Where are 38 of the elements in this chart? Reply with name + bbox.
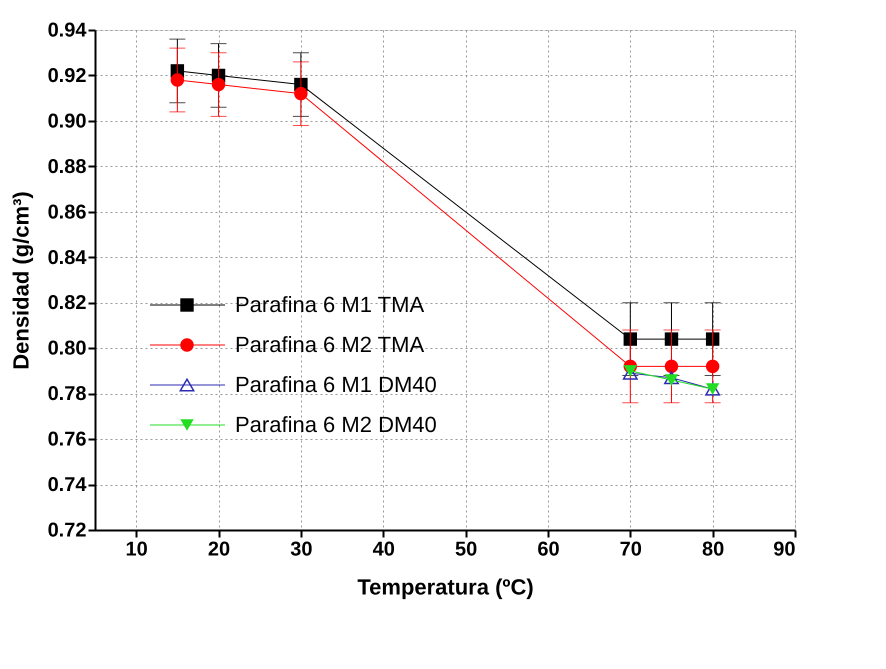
y-tick-label: 0.76 (48, 428, 86, 451)
x-tick-label: 40 (372, 538, 395, 560)
point (624, 332, 637, 346)
y-tick-label: 0.86 (48, 201, 86, 224)
y-tick-label: 0.92 (48, 64, 86, 87)
point (706, 332, 720, 346)
x-tick-label: 70 (620, 538, 642, 560)
y-tick-label: 0.82 (48, 292, 86, 314)
x-tick-label: 90 (773, 538, 796, 560)
y-axis-title: Densidad (g/cm³) (8, 191, 34, 370)
point (664, 374, 678, 386)
point (624, 365, 637, 377)
point (664, 360, 678, 374)
y-tick-label: 0.72 (48, 520, 86, 542)
x-tick-label: 30 (290, 538, 313, 560)
x-tick-label: 10 (126, 538, 148, 560)
x-tick-label: 80 (702, 538, 724, 560)
x-axis-title: Temperatura (ºC) (357, 574, 534, 600)
x-tick-label: 50 (454, 538, 478, 560)
y-tick-label: 0.94 (48, 20, 88, 42)
y-tick-label: 0.74 (48, 474, 88, 496)
point (664, 332, 678, 346)
y-tick-label: 0.78 (48, 383, 86, 406)
legend-label: Parafina 6 M2 DM40 (235, 412, 437, 437)
y-tick-label: 0.84 (48, 246, 88, 269)
legend-label: Parafina 6 M1 TMA (235, 292, 424, 317)
point (664, 371, 679, 384)
x-tick-label: 20 (208, 538, 230, 560)
point (706, 360, 720, 374)
legend-label: Parafina 6 M2 TMA (235, 332, 424, 357)
point (170, 73, 184, 87)
x-tick-label: 60 (537, 538, 560, 560)
y-tick-label: 0.88 (48, 156, 86, 178)
point (212, 78, 226, 92)
legend-label: Parafina 6 M1 DM40 (235, 372, 437, 397)
point (294, 86, 308, 100)
y-tick-label: 0.80 (48, 338, 86, 360)
y-tick-label: 0.90 (48, 110, 86, 132)
